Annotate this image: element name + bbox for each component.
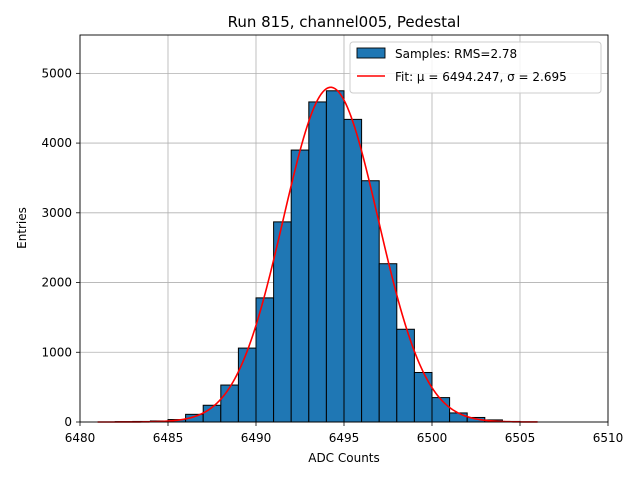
- histogram-bar: [361, 180, 380, 423]
- histogram-bars: [114, 90, 521, 423]
- x-tick-label: 6480: [65, 431, 96, 445]
- y-tick-label: 2000: [41, 276, 72, 290]
- x-axis-label: ADC Counts: [308, 451, 380, 465]
- x-tick-label: 6490: [241, 431, 272, 445]
- histogram-bar: [413, 371, 433, 423]
- legend-fit-label: Fit: μ = 6494.247, σ = 2.695: [395, 70, 567, 84]
- histogram-bar: [237, 347, 257, 423]
- y-tick-label: 4000: [41, 136, 72, 150]
- x-tick-label: 6485: [153, 431, 184, 445]
- histogram-bar: [325, 90, 345, 423]
- legend: Samples: RMS=2.78 Fit: μ = 6494.247, σ =…: [349, 41, 602, 94]
- x-tick-label: 6495: [329, 431, 360, 445]
- histogram-bar: [290, 149, 310, 423]
- y-axis-ticks: 0 1000 2000 3000 4000 5000: [41, 66, 80, 429]
- y-tick-label: 1000: [41, 345, 72, 359]
- chart-title: Run 815, channel005, Pedestal: [228, 13, 461, 31]
- x-tick-label: 6510: [593, 431, 624, 445]
- histogram-bar: [220, 384, 239, 423]
- y-tick-label: 0: [64, 415, 72, 429]
- y-axis-label: Entries: [15, 207, 29, 249]
- y-tick-label: 5000: [41, 66, 72, 80]
- histogram-bar: [449, 412, 468, 423]
- histogram-bar: [308, 101, 327, 423]
- histogram-bar: [343, 118, 363, 423]
- legend-box: [349, 41, 602, 94]
- x-tick-label: 6500: [417, 431, 448, 445]
- y-tick-label: 3000: [41, 206, 72, 220]
- legend-histogram-swatch: [356, 47, 386, 59]
- fit-curve: [97, 86, 538, 423]
- x-tick-label: 6505: [505, 431, 536, 445]
- x-axis-ticks: 6480 6485 6490 6495 6500 6505 6510: [65, 422, 624, 445]
- legend-histogram-label: Samples: RMS=2.78: [395, 47, 517, 61]
- histogram-bar: [431, 397, 451, 423]
